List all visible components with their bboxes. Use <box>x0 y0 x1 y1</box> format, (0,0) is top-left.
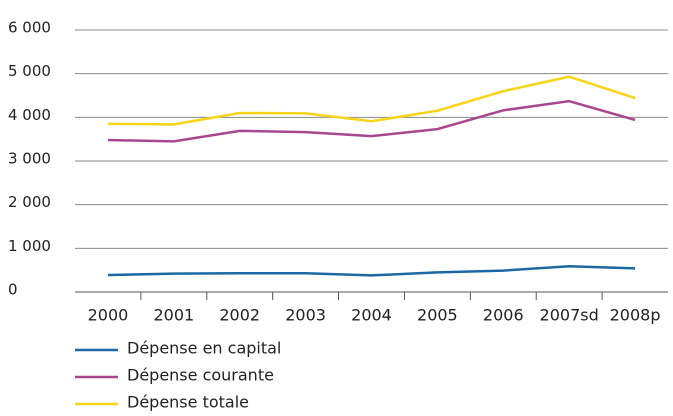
y-tick-label: 4 000 <box>8 106 51 124</box>
x-tick-label: 2000 <box>88 306 129 325</box>
y-tick-label: 2 000 <box>8 193 51 211</box>
y-tick-label: 5 000 <box>8 62 51 80</box>
x-tick-label: 2007sd <box>540 306 599 325</box>
series-line <box>107 75 636 126</box>
x-tick-label: 2004 <box>351 306 392 325</box>
x-tick-label: 2005 <box>417 306 458 325</box>
legend-label: Dépense en capital <box>127 339 281 358</box>
legend-label: Dépense courante <box>127 366 274 385</box>
y-tick-label: 0 <box>8 281 18 299</box>
series-line <box>107 264 636 277</box>
series-line <box>107 99 636 143</box>
legend-label: Dépense totale <box>127 393 249 412</box>
x-tick-label: 2003 <box>285 306 326 325</box>
x-tick-label: 2001 <box>153 306 194 325</box>
x-tick-label: 2008p <box>610 306 661 325</box>
x-tick-label: 2006 <box>483 306 524 325</box>
y-tick-label: 6 000 <box>8 19 51 37</box>
y-tick-label: 3 000 <box>8 150 51 168</box>
x-tick-label: 2002 <box>219 306 260 325</box>
y-tick-label: 1 000 <box>8 237 51 255</box>
